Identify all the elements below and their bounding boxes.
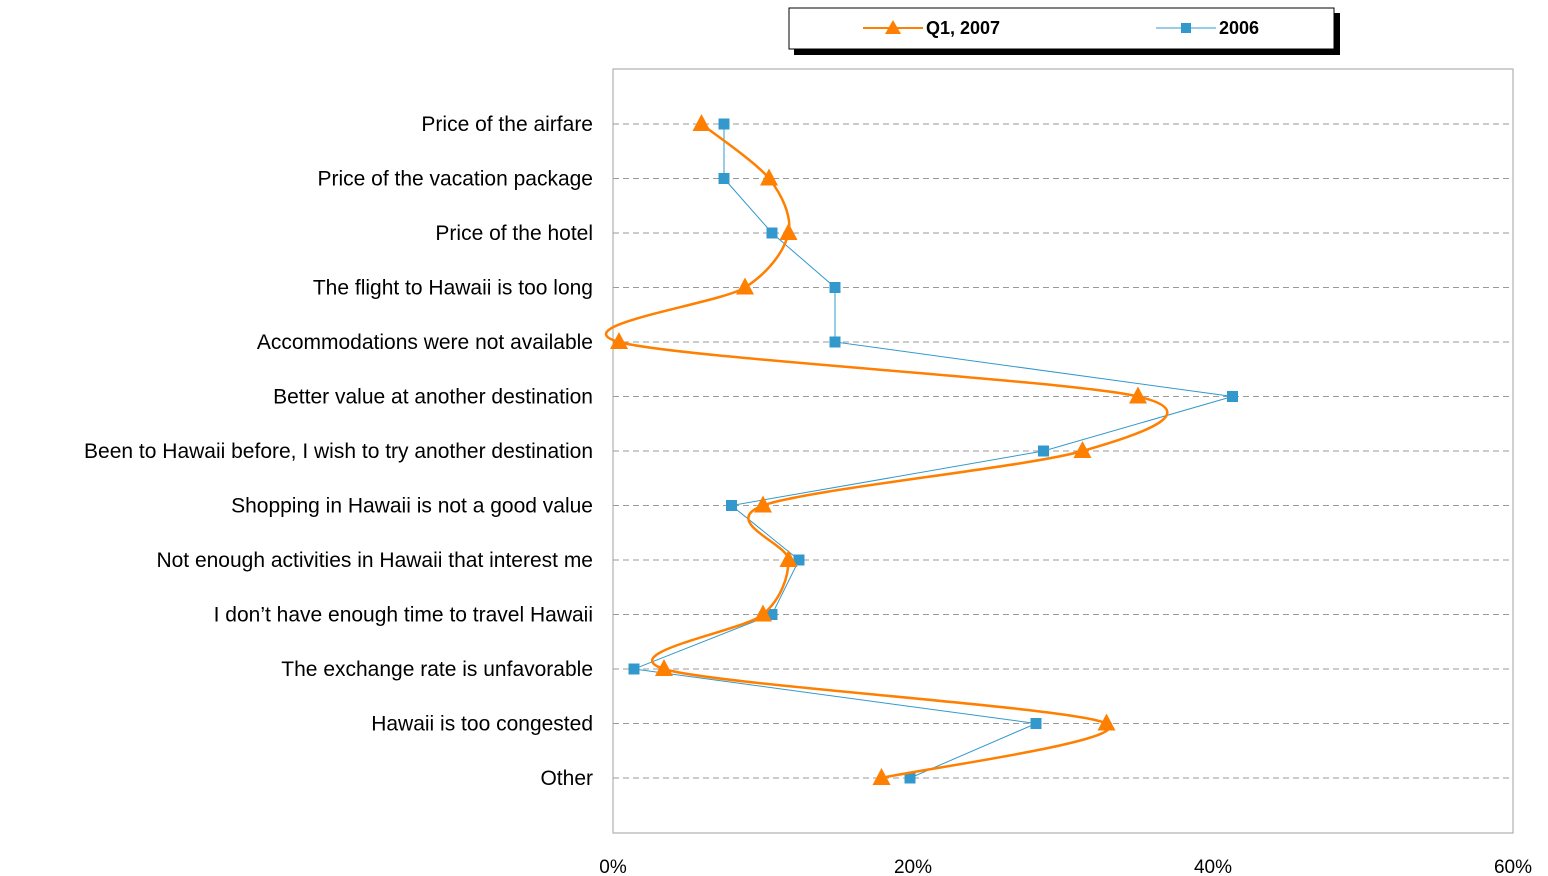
category-label: Other bbox=[540, 767, 593, 790]
category-label: The flight to Hawaii is too long bbox=[313, 277, 593, 300]
category-label: The exchange rate is unfavorable bbox=[281, 658, 593, 681]
data-point-q1-2007 bbox=[779, 550, 798, 567]
category-label: Price of the hotel bbox=[435, 222, 593, 245]
legend-triangle-marker bbox=[885, 20, 901, 34]
x-tick-label: 0% bbox=[599, 857, 627, 876]
data-point-2006 bbox=[628, 663, 640, 675]
category-label: Been to Hawaii before, I wish to try ano… bbox=[84, 440, 593, 463]
category-label: Hawaii is too congested bbox=[371, 713, 593, 736]
data-point-q1-2007 bbox=[872, 768, 891, 785]
data-point-q1-2007 bbox=[1073, 441, 1092, 458]
series-layer bbox=[605, 114, 1238, 785]
data-point-2006 bbox=[766, 227, 778, 239]
data-point-2006 bbox=[1030, 718, 1042, 729]
category-label: Price of the airfare bbox=[421, 113, 593, 136]
x-tick-label: 40% bbox=[1194, 857, 1232, 876]
data-point-2006 bbox=[726, 500, 737, 511]
data-point-q1-2007 bbox=[655, 659, 673, 676]
data-point-q1-2007 bbox=[1097, 713, 1116, 731]
category-label: Accommodations were not available bbox=[257, 331, 593, 354]
category-label: Better value at another destination bbox=[273, 386, 593, 409]
data-point-2006 bbox=[766, 609, 778, 620]
gridlines bbox=[613, 123, 1513, 779]
data-point-2006 bbox=[904, 772, 916, 784]
data-point-2006 bbox=[1227, 391, 1238, 402]
category-label: Price of the vacation package bbox=[317, 168, 593, 191]
data-point-2006 bbox=[829, 282, 841, 293]
category-labels: Price of the airfare Price of the vacatio… bbox=[84, 113, 593, 790]
data-point-q1-2007 bbox=[754, 604, 772, 622]
data-point-q1-2007 bbox=[692, 114, 711, 131]
legend: Q1, 2007 2006 bbox=[788, 7, 1340, 55]
data-point-q1-2007 bbox=[610, 332, 628, 349]
legend-label-q1-2007: Q1, 2007 bbox=[926, 18, 1000, 38]
data-point-2006 bbox=[718, 118, 730, 130]
x-axis-tick-labels: 0% 20% 40% 60% bbox=[599, 857, 1532, 876]
category-label: Shopping in Hawaii is not a good value bbox=[231, 495, 593, 518]
legend-label-2006: 2006 bbox=[1219, 18, 1259, 38]
data-point-2006 bbox=[1038, 445, 1049, 457]
data-point-2006 bbox=[718, 173, 730, 184]
legend-square-marker bbox=[1181, 23, 1191, 33]
data-point-q1-2007 bbox=[779, 223, 798, 240]
data-point-2006 bbox=[829, 336, 841, 348]
x-tick-label: 60% bbox=[1494, 857, 1532, 876]
x-tick-label: 20% bbox=[894, 857, 932, 876]
data-point-q1-2007 bbox=[754, 495, 772, 513]
category-label: Not enough activities in Hawaii that int… bbox=[156, 549, 593, 572]
data-point-2006 bbox=[793, 554, 805, 566]
category-label: I don’t have enough time to travel Hawai… bbox=[214, 604, 593, 627]
data-point-q1-2007 bbox=[1129, 386, 1147, 404]
data-point-q1-2007 bbox=[760, 168, 778, 186]
data-point-q1-2007 bbox=[736, 277, 754, 295]
